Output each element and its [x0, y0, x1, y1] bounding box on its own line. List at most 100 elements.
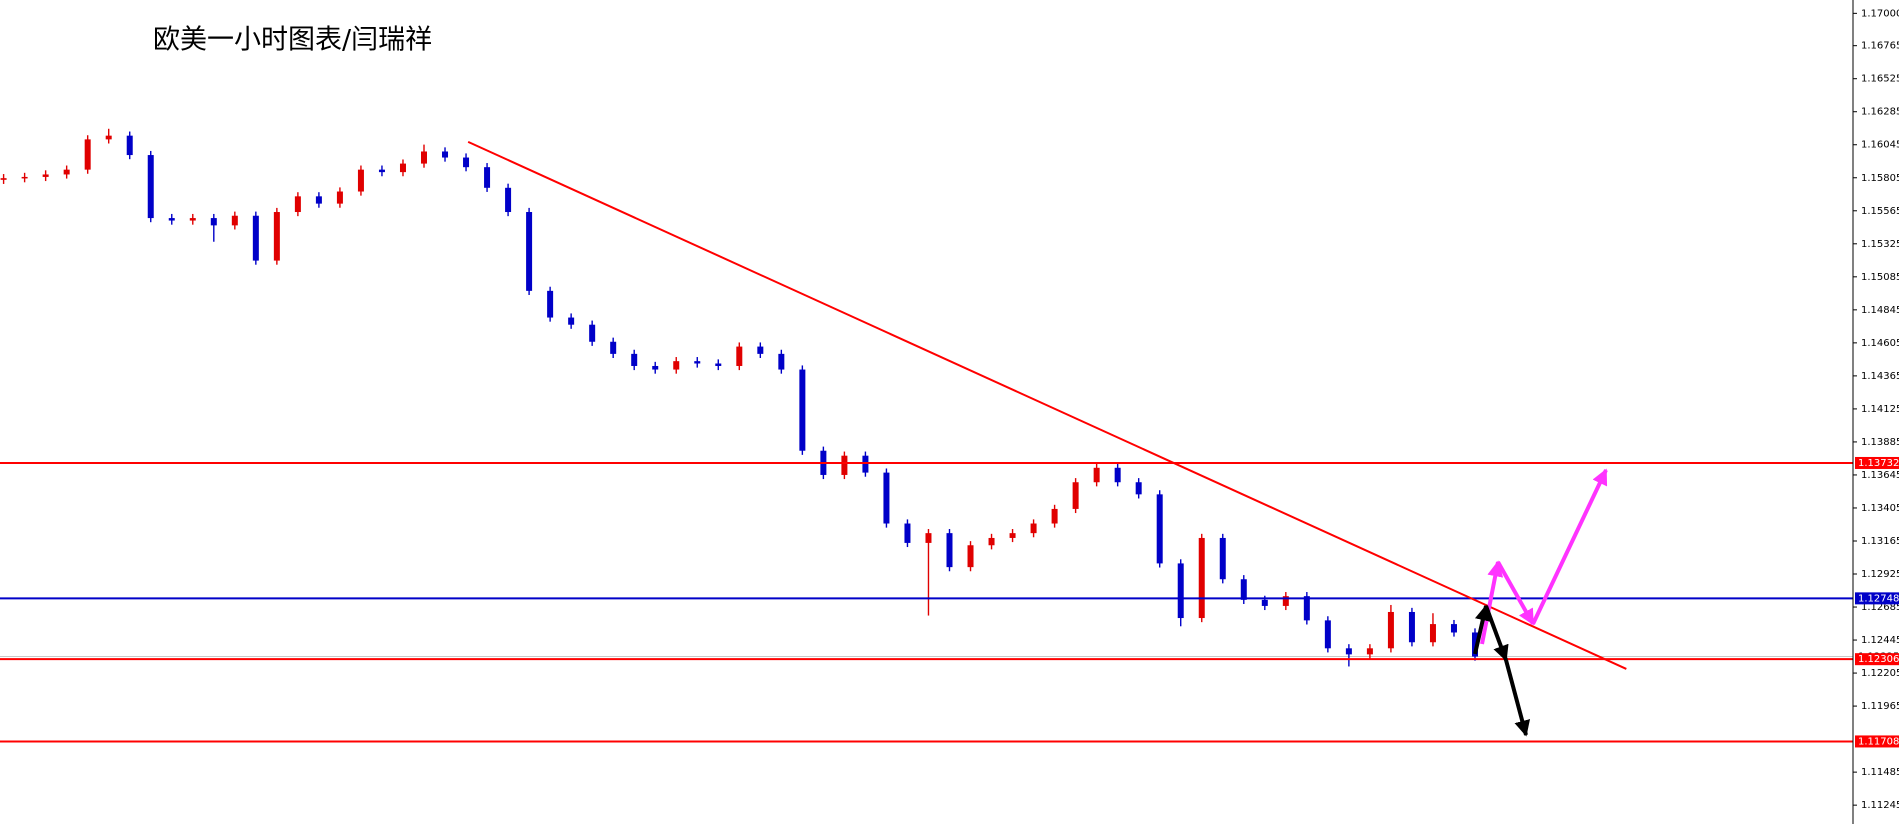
candle-body: [1345, 648, 1352, 655]
y-tick-label: 1.13405: [1861, 503, 1899, 514]
candle-body: [988, 537, 995, 546]
candle-body: [1366, 648, 1373, 655]
candle-body: [652, 365, 659, 370]
candle-body: [1282, 596, 1289, 606]
y-tick-label: 1.13645: [1861, 470, 1899, 481]
projection-arrow: [1484, 605, 1509, 662]
y-tick-label: 1.16525: [1861, 74, 1899, 85]
candle-body: [273, 212, 280, 261]
candle-body: [1303, 596, 1310, 621]
candle-body: [105, 135, 112, 140]
candle-body: [1324, 620, 1331, 649]
candle-body: [1408, 611, 1415, 643]
candle-body: [168, 218, 175, 221]
candle-body: [610, 341, 617, 354]
candle-body: [694, 361, 701, 364]
candle-body: [1198, 537, 1205, 619]
candle-body: [1009, 533, 1016, 538]
candle-body: [862, 455, 869, 473]
candle-body: [1219, 537, 1226, 580]
candle-body: [757, 346, 764, 354]
candle-body: [210, 218, 217, 226]
projection-arrow: [1480, 560, 1504, 645]
y-tick-label: 1.12685: [1861, 602, 1899, 613]
candle-body: [505, 187, 512, 213]
candle-body: [84, 139, 91, 170]
candle-body: [315, 196, 322, 204]
y-tick-label: 1.16285: [1861, 107, 1899, 118]
candle-body: [63, 169, 70, 175]
y-tick-label: 1.14845: [1861, 305, 1899, 316]
y-tick-label: 1.15325: [1861, 239, 1899, 250]
y-tick-label: 1.15565: [1861, 206, 1899, 217]
y-tick-label: 1.16765: [1861, 41, 1899, 52]
candle-body: [925, 533, 932, 543]
level-label: 1.13732: [1858, 458, 1899, 469]
candle-body: [442, 151, 449, 158]
y-tick-label: 1.11965: [1861, 701, 1899, 712]
candle-body: [946, 533, 953, 568]
candle-body: [1429, 624, 1436, 643]
candle-body: [1135, 482, 1142, 495]
candle-body: [336, 191, 343, 204]
level-label: 1.12306: [1858, 654, 1899, 665]
candle-body: [589, 324, 596, 342]
candle-body: [0, 178, 7, 180]
projection-arrow: [1473, 604, 1491, 655]
y-tick-label: 1.15085: [1861, 272, 1899, 283]
candle-body: [526, 212, 533, 291]
y-tick-label: 1.11245: [1861, 800, 1899, 811]
candle-body: [147, 155, 154, 219]
candle-body: [463, 157, 470, 168]
candle-body: [399, 163, 406, 173]
candle-body: [484, 167, 491, 188]
candle-body: [1114, 467, 1121, 483]
candle-body: [673, 361, 680, 370]
candle-body: [967, 545, 974, 568]
projection-arrow: [1531, 468, 1608, 625]
candle-body: [421, 151, 427, 164]
candle-body: [799, 369, 806, 451]
candle-body: [231, 215, 238, 226]
candle-body: [357, 169, 364, 192]
level-box: [1855, 735, 1899, 748]
y-tick-label: 1.14365: [1861, 371, 1899, 382]
y-tick-label: 1.11485: [1861, 767, 1899, 778]
projection-arrow: [1504, 659, 1531, 737]
candle-body: [631, 353, 638, 366]
candle-body: [21, 176, 28, 179]
level-box: [1855, 592, 1899, 605]
level-label: 1.12748: [1858, 593, 1899, 604]
candle-body: [252, 215, 259, 261]
y-tick-label: 1.12205: [1861, 668, 1899, 679]
y-tick-label: 1.13885: [1861, 437, 1899, 448]
level-box: [1855, 456, 1899, 469]
candle-body: [715, 363, 722, 366]
candle-body: [1177, 563, 1184, 619]
candle-body: [378, 169, 385, 173]
candle-body: [904, 523, 911, 543]
candle-body: [189, 218, 196, 221]
candle-body: [1387, 611, 1394, 649]
candle-body: [1051, 508, 1058, 524]
candle-body: [1261, 599, 1268, 606]
candle-body: [841, 455, 848, 475]
candle-body: [568, 317, 575, 325]
candle-body: [42, 174, 49, 177]
candle-body: [1072, 482, 1079, 509]
candle-body: [294, 196, 301, 213]
candle-body: [883, 472, 890, 524]
y-tick-label: 1.14125: [1861, 404, 1899, 415]
projection-arrow: [1496, 561, 1535, 626]
chart-title: 欧美一小时图表/闫瑞祥: [153, 25, 432, 56]
candle-body: [1240, 579, 1247, 600]
candle-body: [1450, 624, 1457, 633]
y-tick-label: 1.13165: [1861, 536, 1899, 547]
candle-body: [1472, 632, 1478, 657]
y-tick-label: 1.12925: [1861, 569, 1899, 580]
candle-body: [736, 346, 743, 366]
candle-body: [547, 290, 554, 318]
y-tick-label: 1.17000: [1861, 8, 1899, 19]
